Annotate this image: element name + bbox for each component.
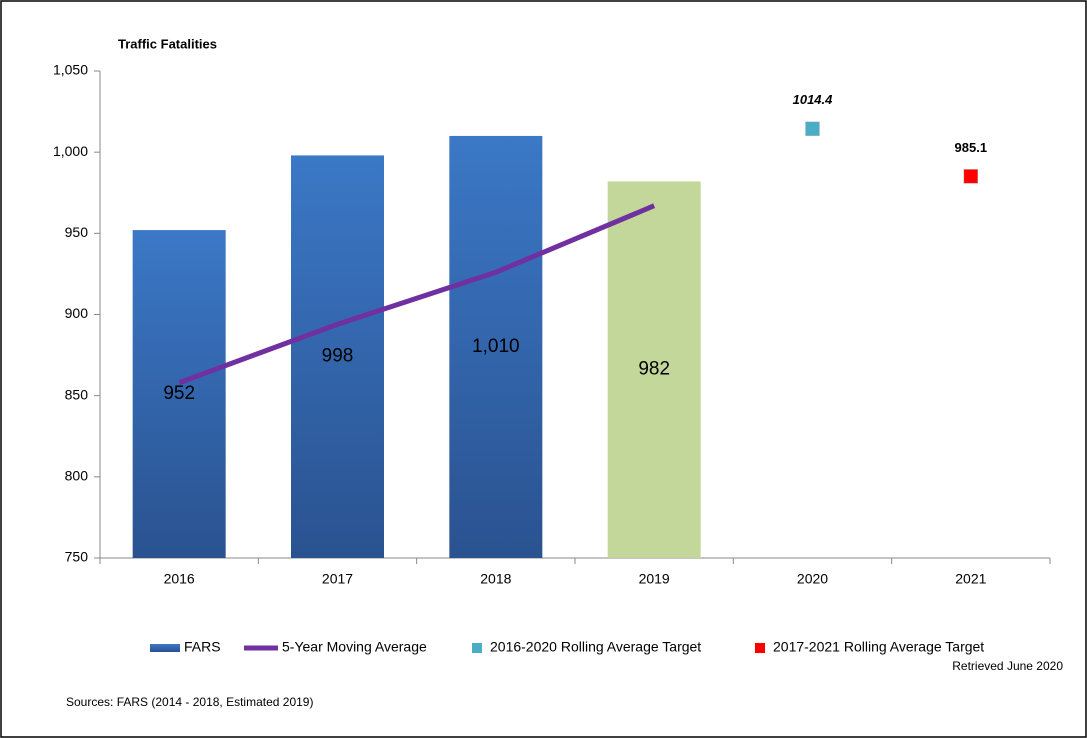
legend-label: 2016-2020 Rolling Average Target — [490, 639, 701, 655]
bar — [132, 230, 226, 558]
y-tick-label: 800 — [65, 468, 89, 484]
x-tick-label: 2021 — [955, 571, 986, 587]
y-tick-label: 750 — [65, 549, 89, 565]
y-tick-label: 950 — [65, 224, 89, 240]
bar-label: 982 — [638, 359, 670, 380]
x-tick-label: 2016 — [164, 571, 195, 587]
bar-label: 1,010 — [472, 336, 520, 357]
bar-label: 998 — [322, 346, 354, 367]
target-label: 985.1 — [955, 140, 988, 155]
bar-label: 952 — [163, 383, 195, 404]
moving-average-line — [178, 203, 656, 386]
bar — [291, 155, 384, 558]
target-label: 1014.4 — [793, 92, 834, 107]
chart-title: Traffic Fatalities — [118, 36, 217, 51]
target-marker — [805, 121, 820, 137]
y-tick-label: 1,000 — [53, 143, 88, 159]
y-tick-label: 850 — [65, 386, 89, 402]
target-marker — [963, 169, 979, 184]
legend-label: FARS — [184, 639, 221, 655]
x-tick-label: 2017 — [322, 571, 353, 587]
bar — [607, 181, 701, 559]
y-tick-label: 900 — [65, 305, 89, 321]
source-note: Sources: FARS (2014 - 2018, Estimated 20… — [66, 695, 313, 709]
legend-swatch — [755, 643, 765, 653]
legend-label: 5-Year Moving Average — [282, 639, 427, 655]
x-tick-label: 2020 — [797, 571, 828, 587]
legend-swatch — [472, 643, 482, 653]
x-tick-label: 2018 — [480, 571, 511, 587]
legend-swatch — [150, 644, 180, 652]
legend-label: 2017-2021 Rolling Average Target — [773, 639, 984, 655]
bar — [449, 135, 543, 558]
retrieved-note: Retrieved June 2020 — [952, 659, 1063, 673]
y-tick-label: 1,050 — [53, 62, 88, 78]
x-tick-label: 2019 — [639, 571, 670, 587]
